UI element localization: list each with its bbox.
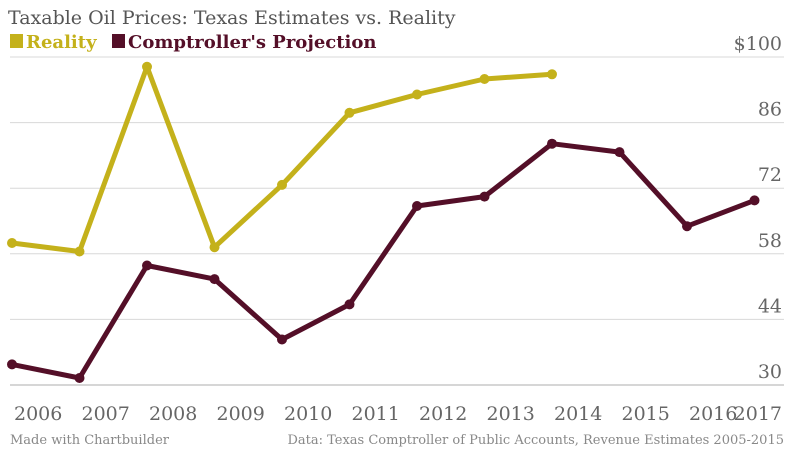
legend: Reality Comptroller's Projection xyxy=(10,32,376,53)
data-point xyxy=(142,61,152,72)
data-point xyxy=(344,107,355,118)
source-label: Data: Texas Comptroller of Public Accoun… xyxy=(287,433,784,448)
data-point xyxy=(74,373,85,383)
y-tick-label: 72 xyxy=(758,164,782,186)
data-point xyxy=(682,221,692,232)
legend-swatch-projection xyxy=(112,34,125,48)
data-point xyxy=(7,359,17,370)
data-point xyxy=(412,201,422,211)
data-point xyxy=(277,179,287,190)
x-tick-label: 2014 xyxy=(554,403,602,425)
chart-title: Taxable Oil Prices: Texas Estimates vs. … xyxy=(8,7,456,29)
data-point xyxy=(142,260,152,271)
y-tick-label: 44 xyxy=(758,295,782,317)
legend-item-projection: Comptroller's Projection xyxy=(112,32,376,53)
data-point xyxy=(7,238,17,248)
made-with-label: Made with Chartbuilder xyxy=(10,433,170,448)
legend-label-projection: Comptroller's Projection xyxy=(128,32,376,53)
data-point xyxy=(547,138,557,149)
series-line xyxy=(9,64,555,254)
series-projection xyxy=(7,138,760,383)
y-tick-label: 30 xyxy=(758,361,782,383)
series-reality xyxy=(7,61,557,257)
data-point xyxy=(344,299,355,310)
legend-swatch-reality xyxy=(10,34,23,48)
legend-label-reality: Reality xyxy=(26,32,97,53)
y-tick-label: 58 xyxy=(758,230,782,252)
x-axis-tick-labels: 2006 2007 2008 2009 2010 2011 2012 2013 2014 2015… xyxy=(14,403,782,425)
x-tick-label: 2017 xyxy=(734,403,782,425)
data-point xyxy=(479,191,490,202)
x-tick-label: 2010 xyxy=(284,403,332,425)
x-tick-label: 2009 xyxy=(217,403,265,425)
x-tick-label: 2006 xyxy=(14,403,62,425)
x-tick-label: 2007 xyxy=(82,403,130,425)
data-point xyxy=(547,69,557,80)
data-point xyxy=(74,246,85,257)
data-point xyxy=(614,147,625,158)
data-point xyxy=(277,334,287,345)
x-tick-label: 2016 xyxy=(689,403,737,425)
data-point xyxy=(209,242,220,253)
y-tick-label: 86 xyxy=(758,99,782,121)
x-tick-label: 2008 xyxy=(149,403,197,425)
series xyxy=(7,61,760,383)
data-point xyxy=(209,274,220,285)
series-line xyxy=(9,141,757,381)
gridlines xyxy=(10,56,784,386)
data-point xyxy=(412,89,422,100)
x-tick-label: 2011 xyxy=(352,403,400,425)
data-point xyxy=(479,74,490,84)
legend-item-reality: Reality xyxy=(10,32,97,53)
y-axis-tick-labels: 30 44 58 72 86 $100 xyxy=(734,33,782,383)
x-tick-label: 2013 xyxy=(487,403,535,425)
x-tick-label: 2015 xyxy=(622,403,670,425)
y-tick-label: $100 xyxy=(734,33,782,55)
x-tick-label: 2012 xyxy=(419,403,467,425)
data-point xyxy=(749,195,760,206)
